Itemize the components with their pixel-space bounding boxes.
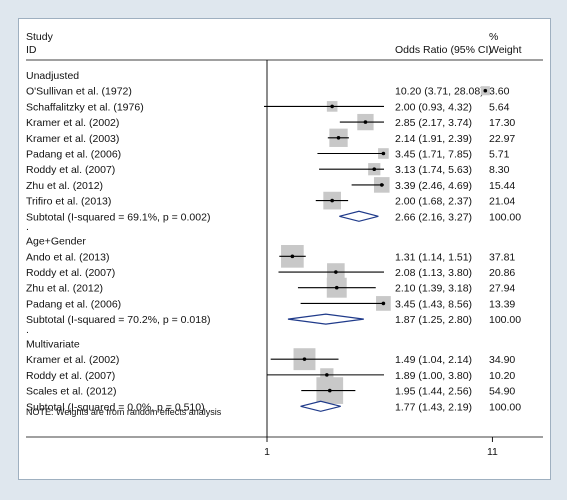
- subtotal-weight: 100.00: [489, 314, 521, 326]
- study-weight: 3.60: [489, 86, 510, 98]
- forest-rows: Unadjusted O'Sullivan et al. (1972) 10.20 …: [26, 60, 521, 458]
- study-weight: 34.90: [489, 354, 515, 366]
- study-point: [290, 254, 295, 259]
- group-label: Age+Gender: [26, 236, 86, 248]
- study-or-ci: 1.95 (1.44, 2.56): [395, 386, 472, 398]
- study-or-ci: 3.39 (2.46, 4.69): [395, 180, 472, 192]
- forest-plot: Study ID % Odds Ratio (95% CI) Weight Un…: [26, 31, 543, 458]
- study-label: Ando et al. (2013): [26, 251, 109, 263]
- study-label: Scales et al. (2012): [26, 386, 116, 398]
- study-weight: 5.71: [489, 149, 510, 161]
- study-weight: 21.04: [489, 196, 515, 208]
- group-label: Unadjusted: [26, 70, 79, 82]
- study-point: [330, 198, 334, 203]
- weight-header-line1: %: [489, 31, 498, 43]
- footnote: NOTE: Weights are from random effects an…: [26, 407, 222, 417]
- study-header-line2: ID: [26, 44, 37, 56]
- study-point: [327, 388, 332, 393]
- study-weight: 17.30: [489, 117, 515, 129]
- study-or-ci: 2.08 (1.13, 3.80): [395, 267, 472, 279]
- subtotal-label: Subtotal (I-squared = 69.1%, p = 0.002): [26, 211, 210, 223]
- study-weight: 37.81: [489, 251, 515, 263]
- study-label: O'Sullivan et al. (1972): [26, 86, 132, 98]
- subtotal-weight: 100.00: [489, 211, 521, 223]
- subtotal-label: Subtotal (I-squared = 0.0%, p = 0.510): [26, 401, 205, 413]
- subtotal-or-ci: 1.77 (1.43, 2.19): [395, 401, 472, 413]
- study-weight: 13.39: [489, 298, 515, 310]
- subtotal-or-ci: 2.66 (2.16, 3.27): [395, 211, 472, 223]
- subtotal-diamond: [287, 313, 364, 325]
- study-weight: 8.30: [489, 164, 510, 176]
- x-tick-label: 1: [264, 446, 270, 458]
- subtotal-label: Subtotal (I-squared = 70.2%, p = 0.018): [26, 314, 210, 326]
- study-weight: 20.86: [489, 267, 515, 279]
- odds-ratio-header: Odds Ratio (95% CI): [395, 44, 492, 56]
- study-or-ci: 2.85 (2.17, 3.74): [395, 117, 472, 129]
- study-label: Kramer et al. (2002): [26, 117, 119, 129]
- study-point: [483, 88, 488, 93]
- study-label: Trifiro et al. (2013): [26, 196, 111, 208]
- study-label: Schaffalitzky et al. (1976): [26, 101, 144, 113]
- study-label: Roddy et al. (2007): [26, 370, 115, 382]
- study-label: Roddy et al. (2007): [26, 164, 115, 176]
- subtotal-or-ci: 1.87 (1.25, 2.80): [395, 314, 472, 326]
- study-or-ci: 1.89 (1.00, 3.80): [395, 370, 472, 382]
- study-point: [325, 373, 329, 377]
- study-label: Padang et al. (2006): [26, 149, 121, 161]
- group-separator-dot: .: [26, 324, 29, 336]
- study-point: [336, 136, 341, 140]
- study-or-ci: 1.31 (1.14, 1.51): [395, 251, 472, 263]
- study-weight: 10.20: [489, 370, 515, 382]
- x-tick-label: 11: [487, 446, 498, 458]
- study-or-ci: 1.49 (1.04, 2.14): [395, 354, 472, 366]
- study-weight: 5.64: [489, 101, 510, 113]
- study-point: [379, 183, 384, 187]
- study-point: [334, 285, 339, 290]
- study-label: Kramer et al. (2003): [26, 133, 119, 145]
- study-point: [372, 167, 377, 171]
- subtotal-weight: 100.00: [489, 401, 521, 413]
- study-or-ci: 10.20 (3.71, 28.08): [395, 86, 484, 98]
- study-or-ci: 2.14 (1.91, 2.39): [395, 133, 472, 145]
- group-label: Multivariate: [26, 338, 80, 350]
- study-or-ci: 2.00 (0.93, 4.32): [395, 101, 472, 113]
- forest-plot-panel: Study ID % Odds Ratio (95% CI) Weight Un…: [18, 18, 551, 480]
- group-separator-dot: .: [26, 221, 29, 233]
- study-or-ci: 3.45 (1.71, 7.85): [395, 149, 472, 161]
- study-header-line1: Study: [26, 31, 54, 43]
- study-point: [334, 270, 338, 274]
- study-label: Zhu et al. (2012): [26, 283, 103, 295]
- study-weight: 15.44: [489, 180, 515, 192]
- study-point: [302, 357, 307, 361]
- study-label: Zhu et al. (2012): [26, 180, 103, 192]
- study-label: Padang et al. (2006): [26, 298, 121, 310]
- subtotal-diamond: [300, 400, 341, 412]
- study-or-ci: 2.10 (1.39, 3.18): [395, 283, 472, 295]
- study-point: [381, 301, 386, 306]
- study-or-ci: 2.00 (1.68, 2.37): [395, 196, 472, 208]
- study-or-ci: 3.45 (1.43, 8.56): [395, 298, 472, 310]
- weight-header-line2: Weight: [489, 44, 522, 56]
- study-or-ci: 3.13 (1.74, 5.63): [395, 164, 472, 176]
- study-label: Kramer et al. (2002): [26, 354, 119, 366]
- study-point: [363, 120, 368, 124]
- study-weight: 22.97: [489, 133, 515, 145]
- subtotal-diamond: [339, 210, 379, 222]
- study-weight: 54.90: [489, 386, 515, 398]
- study-label: Roddy et al. (2007): [26, 267, 115, 279]
- study-point: [381, 151, 386, 156]
- study-weight: 27.94: [489, 283, 515, 295]
- study-point: [330, 104, 334, 109]
